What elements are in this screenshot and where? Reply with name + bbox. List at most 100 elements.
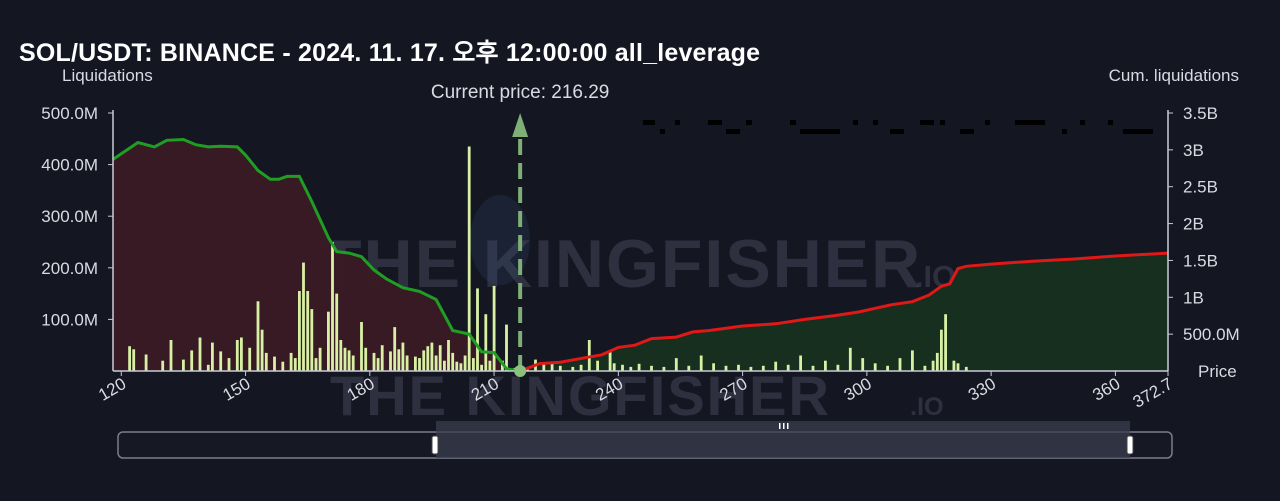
liquidation-bar (637, 363, 641, 371)
liquidation-bar (335, 293, 339, 371)
liquidation-bar (455, 361, 459, 371)
legend-dash (920, 120, 934, 125)
x-tick-label: 120 (95, 374, 129, 405)
liquidation-bar (393, 327, 397, 371)
kingfisher-logo-icon (470, 195, 530, 285)
liquidation-bar (923, 365, 927, 371)
liquidation-bar (347, 350, 351, 371)
liquidation-bar (161, 360, 165, 371)
range-slider-left-handle[interactable] (431, 435, 439, 455)
liquidation-bar (426, 346, 430, 371)
liquidation-bar (351, 355, 355, 371)
liquidation-bar (608, 350, 612, 371)
liquidation-bar (364, 347, 368, 371)
liquidation-bar (206, 364, 210, 371)
legend-dash (853, 120, 858, 125)
liquidation-bar (128, 346, 131, 371)
liquidation-bar (434, 355, 438, 371)
legend-dash (726, 129, 740, 134)
liquidation-bar (289, 352, 293, 371)
liquidation-bar (306, 291, 310, 371)
liquidation-bar (235, 340, 239, 371)
liquidation-bar (418, 358, 421, 371)
x-tick-label: 330 (965, 374, 999, 405)
liquidation-bar (873, 363, 877, 371)
liquidation-bar (298, 291, 301, 371)
left-axis-label: Liquidations (62, 66, 153, 85)
liquidation-bar (264, 352, 268, 371)
liquidation-bar (650, 365, 653, 371)
liquidation-bar (737, 364, 740, 371)
left-tick-label: 200.0M (41, 259, 98, 278)
legend-dash (660, 129, 665, 134)
liquidation-bar (314, 358, 318, 371)
liquidation-bar (467, 146, 471, 371)
liquidation-bar (811, 365, 815, 371)
liquidation-bar (472, 358, 475, 371)
liquidation-bar (571, 366, 575, 371)
liquidation-bar (343, 347, 347, 371)
liquidation-bar (558, 365, 562, 371)
current-price-arrow-icon (512, 113, 529, 137)
legend-dash (985, 120, 990, 125)
liquidation-bar (401, 342, 405, 371)
liquidation-bar (940, 329, 943, 371)
x-axis-label: Price (1198, 362, 1237, 381)
range-slider-grip-icon[interactable] (783, 423, 785, 429)
liquidation-bar (405, 355, 409, 371)
liquidation-bar (190, 350, 194, 371)
liquidation-bar (505, 324, 508, 371)
right-tick-label: 3B (1183, 141, 1204, 160)
liquidation-bar (488, 360, 492, 371)
liquidation-bar (451, 352, 455, 371)
liquidation-bar (240, 337, 243, 371)
liquidation-bar (836, 364, 840, 371)
liquidation-bar (911, 350, 914, 371)
liquidation-bar (799, 355, 802, 371)
liquidation-bar (774, 361, 778, 371)
left-tick-label: 400.0M (41, 156, 98, 175)
liquidation-bar (861, 358, 865, 371)
range-slider-grip-icon[interactable] (779, 423, 781, 429)
liquidation-bar (824, 360, 827, 371)
chart-title: SOL/USDT: BINANCE - 2024. 11. 17. 오후 12:… (19, 39, 761, 67)
liquidation-bar (579, 364, 583, 371)
range-slider-grip-icon[interactable] (787, 423, 789, 429)
liquidation-bar (964, 366, 968, 371)
legend-dash (746, 120, 752, 125)
liquidation-bar (699, 355, 703, 371)
liquidation-bar (674, 358, 678, 371)
liquidation-bar (629, 366, 633, 371)
current-price-dot (514, 365, 527, 377)
right-tick-label: 500.0M (1183, 325, 1240, 344)
liquidation-bar (293, 358, 297, 371)
liquidation-bar (219, 351, 223, 371)
liquidation-bar (144, 354, 148, 371)
right-tick-label: 2B (1183, 215, 1204, 234)
liquidation-bar (318, 347, 322, 371)
range-slider-right-handle[interactable] (1126, 435, 1134, 455)
liquidation-bar (944, 314, 947, 371)
legend-dash (1080, 120, 1085, 125)
liquidation-bar (525, 368, 529, 371)
liquidation-bar (302, 262, 305, 371)
liquidation-bar (397, 349, 401, 371)
liquidation-bar (443, 360, 446, 371)
liquidation-bar (712, 363, 715, 371)
left-tick-label: 100.0M (41, 310, 98, 329)
liquidation-bar (430, 342, 434, 371)
liquidation-bar (886, 365, 889, 371)
liquidation-bar (327, 311, 330, 371)
x-tick-label: 360 (1089, 374, 1123, 405)
liquidation-bar (612, 363, 616, 371)
legend-dash (1062, 129, 1067, 134)
legend-dash (675, 120, 680, 125)
liquidation-bar (256, 301, 260, 371)
liquidation-bar (480, 364, 483, 371)
liquidation-bar (372, 352, 376, 371)
liquidation-bar (484, 314, 488, 371)
watermark-text: THE KINGFISHER (320, 226, 922, 302)
long-cum-area (113, 139, 521, 371)
